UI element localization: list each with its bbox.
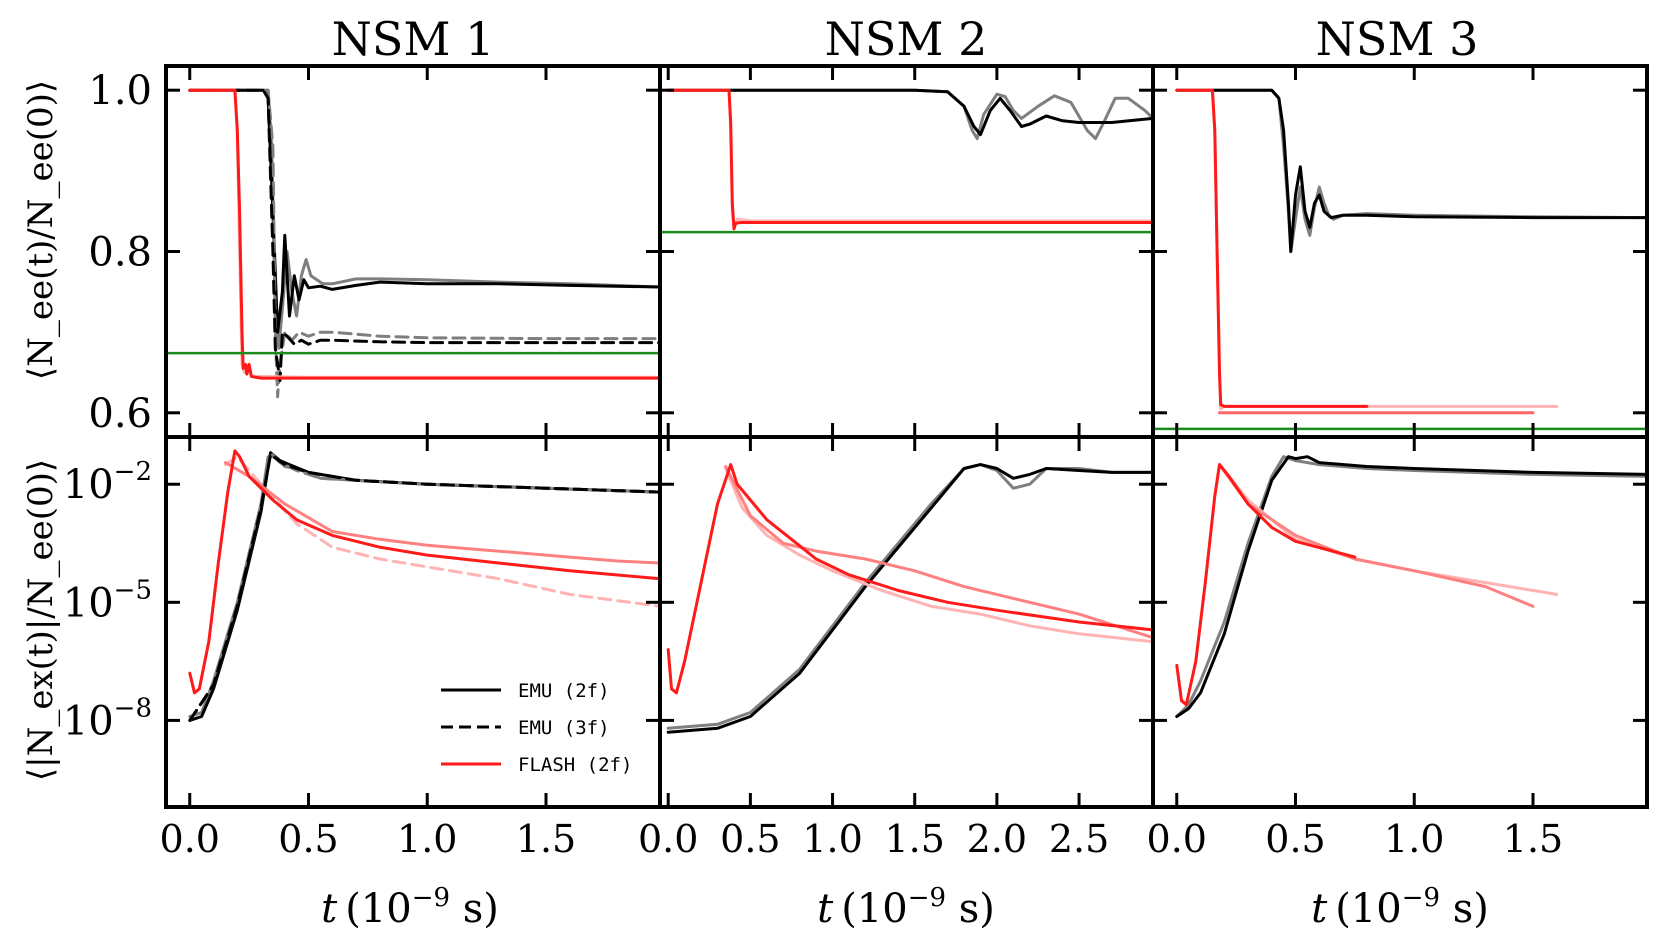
x-tick-label: 0.0: [638, 817, 698, 861]
legend-label-emu-3f: EMU (3f): [518, 717, 610, 739]
x-tick-label: 1.5: [884, 817, 944, 861]
svg-text:t(10−9 s): t (10−9 s): [321, 883, 499, 932]
panel-title-nsm3: NSM 3: [1316, 12, 1479, 66]
y-tick-label: 0.8: [88, 230, 152, 276]
panel-nsm1-bottom: 10−8 10−5 10−2 0.0 0.5 1.0 1.5: [63, 435, 662, 861]
y-tick-label: 10−2: [63, 457, 152, 508]
x-tick-label: 1.5: [1503, 817, 1563, 861]
y-tick-label: 10−5: [63, 575, 152, 626]
x-tick-label: 1.0: [1384, 817, 1444, 861]
panels: 0.60.81.010−810−510−20.0 0.5 1.0 1.5 0.0 0.5 1…: [63, 64, 1649, 861]
series-flash-2f: [188, 449, 660, 695]
series-emu-3f: [188, 88, 660, 382]
series-flash-2f: [1175, 88, 1369, 408]
x-tick-label: 0.0: [160, 817, 220, 861]
x-axis-label-nsm3: t (10−9 s): [1311, 883, 1489, 932]
legend: EMU (2f) EMU (3f) FLASH (2f): [441, 680, 632, 776]
x-tick-label: 2.0: [967, 817, 1027, 861]
x-tick-label: 0.5: [720, 817, 780, 861]
series-flash-2f: [188, 88, 660, 380]
x-tick-label: 0.5: [1265, 817, 1325, 861]
panel-title-nsm2: NSM 2: [825, 12, 988, 66]
x-tick-label: 1.0: [397, 817, 457, 861]
legend-label-emu-2f: EMU (2f): [518, 680, 610, 702]
series-group: [660, 88, 1153, 234]
series-group: [166, 88, 660, 399]
series-group: [188, 449, 660, 722]
x-tick-label: 2.5: [1049, 817, 1109, 861]
svg-text:t(10−9 s): t (10−9 s): [1311, 883, 1489, 932]
series-flash-2f-alt-2: [724, 465, 1153, 640]
series-flash-2f: [1175, 463, 1357, 707]
series-group: [1175, 455, 1647, 718]
x-tick-label: 0.0: [1147, 817, 1207, 861]
series-group: [666, 463, 1153, 734]
y-tick-label: 0.6: [88, 391, 152, 437]
panel-title-nsm1: NSM 1: [332, 12, 495, 66]
legend-label-flash-2f: FLASH (2f): [518, 754, 632, 776]
series-flash-2f: [666, 88, 1153, 231]
x-axis-label-nsm2: t (10−9 s): [817, 883, 995, 932]
series-emu-2f: [666, 88, 1153, 137]
y-tick-label: 1.0: [88, 68, 152, 114]
x-tick-label: 1.5: [516, 817, 576, 861]
series-flash-2f-alt-2: [223, 461, 660, 565]
x-tick-label: 0.5: [278, 817, 338, 861]
series-emu-2f: [1175, 88, 1647, 253]
series-flash-2f-alt: [724, 467, 1153, 644]
panel-frame: [1151, 435, 1649, 809]
series-emu-2f: [1175, 455, 1647, 718]
x-tick-label: 1.0: [802, 817, 862, 861]
series-emu-3f: [188, 453, 660, 722]
panel-nsm3-bottom: 0.0 0.5 1.0 1.5: [1147, 435, 1649, 861]
series-flash-2f-alt: [223, 455, 660, 608]
series-emu-2f-alt: [1175, 455, 1647, 718]
panel-nsm2-bottom: 0.0 0.5 1.0 1.5 2.0 2.5: [638, 435, 1155, 861]
bottom-y-axis-label: ⟨|N_ex(t)|/N_ee(0)⟩: [21, 459, 61, 781]
series-emu-2f: [666, 463, 1153, 734]
series-flash-2f: [666, 463, 1153, 695]
top-y-axis-label: ⟨N_ee(t)/N_ee(0)⟩: [21, 80, 61, 380]
series-emu-3f-alt: [188, 88, 660, 399]
y-tick-label: 10−8: [63, 693, 152, 744]
svg-text:t(10−9 s): t (10−9 s): [817, 883, 995, 932]
series-group: [1153, 88, 1647, 431]
x-axis-label-nsm1: t (10−9 s): [321, 883, 499, 932]
